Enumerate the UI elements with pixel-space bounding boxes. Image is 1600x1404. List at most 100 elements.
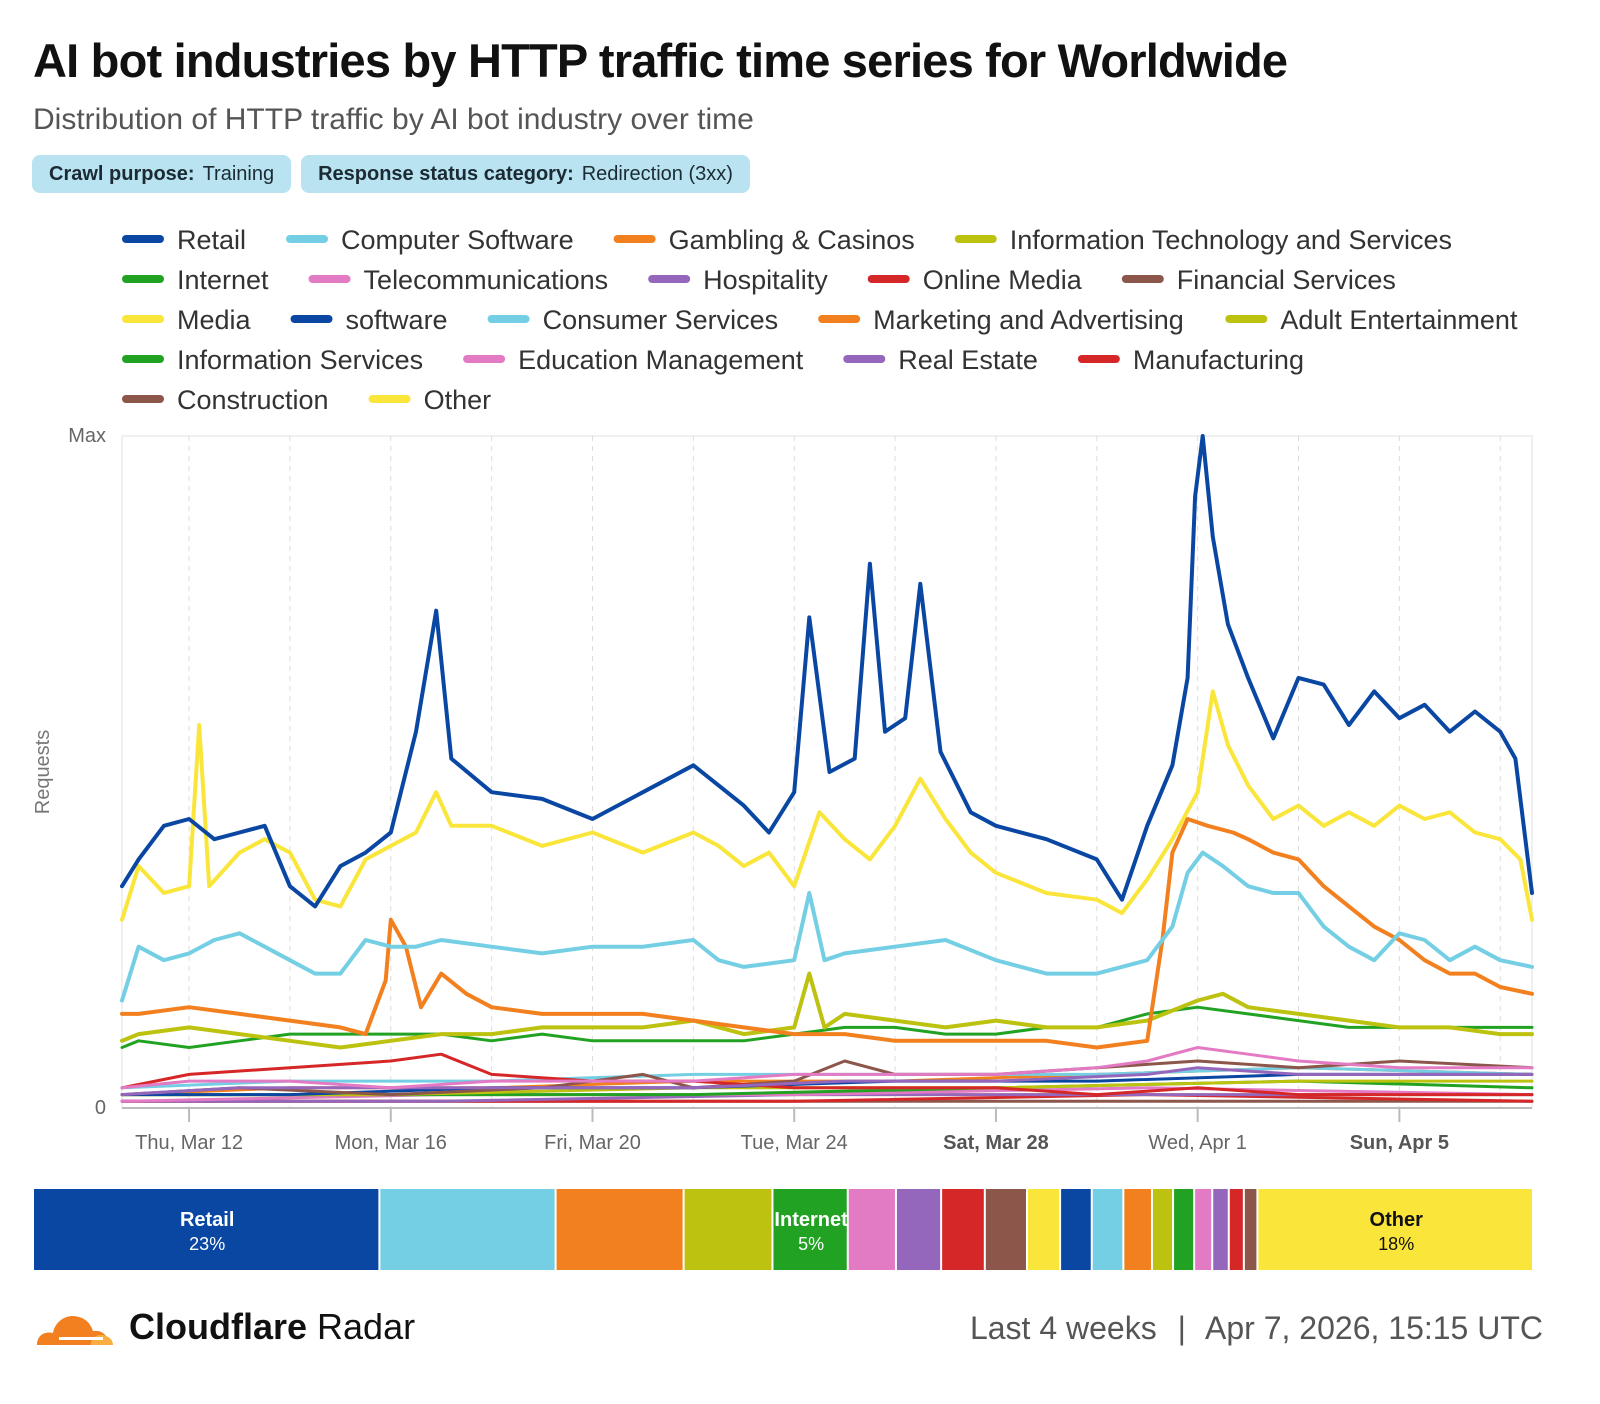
share-segment-software[interactable] (1061, 1189, 1091, 1270)
legend-label: Adult Entertainment (1280, 305, 1518, 335)
footer: Cloudflare Radar Last 4 weeks | Apr 7, 2… (0, 1300, 1600, 1360)
x-axis: Thu, Mar 12 Mon, Mar 16 Fri, Mar 20 Tue, Ma… (122, 1107, 1532, 1154)
grid (188, 436, 1501, 1108)
y-axis-label: Requests (32, 730, 54, 815)
brand-name-bold: Cloudflare (129, 1306, 308, 1347)
share-segment-telecommunications[interactable] (848, 1189, 895, 1270)
legend-label: Computer Software (341, 225, 574, 255)
share-segment-media[interactable] (1027, 1189, 1060, 1270)
share-segment-pct: 23% (189, 1234, 225, 1254)
brand: Cloudflare Radar (33, 1306, 415, 1348)
share-segment-hospitality[interactable] (896, 1189, 941, 1270)
share-segment-education-management[interactable] (1195, 1189, 1212, 1270)
y-tick-label-zero: 0 (95, 1097, 106, 1119)
y-tick-label-max: Max (68, 425, 106, 447)
series-line-telecommunications (120, 1046, 1534, 1090)
share-segment-computer-software[interactable] (380, 1189, 555, 1270)
legend-item-construction[interactable]: Construction (122, 385, 329, 415)
share-segment-rect (1213, 1189, 1228, 1270)
period-separator: | (1177, 1310, 1186, 1346)
legend-item-media[interactable]: Media (122, 305, 252, 335)
share-segment-rect (985, 1189, 1026, 1270)
legend-item-online-media[interactable]: Online Media (867, 265, 1083, 295)
share-segment-rect (1258, 1189, 1532, 1270)
filter-value: Redirection (3xx) (581, 162, 733, 185)
share-segment-rect (1174, 1189, 1194, 1270)
share-segment-name: Retail (180, 1209, 234, 1231)
plot-area: Thu, Mar 12 Mon, Mar 16 Fri, Mar 20 Tue, Ma… (32, 425, 1534, 1154)
legend-item-internet[interactable]: Internet (122, 265, 269, 295)
share-segment-gambling-and-casinos[interactable] (556, 1189, 683, 1270)
share-segment-marketing-and-advertising[interactable] (1124, 1189, 1151, 1270)
filter-chips: Crawl purpose: Training Response status … (32, 155, 750, 193)
cloudflare-logo-icon (37, 1315, 113, 1345)
legend-label: Other (424, 385, 492, 415)
series-line-computer-software (120, 850, 1534, 1003)
share-segment-internet[interactable]: Internet 5% (773, 1189, 848, 1270)
legend-label: Marketing and Advertising (873, 305, 1184, 335)
share-segment-construction[interactable] (1244, 1189, 1257, 1270)
share-segment-retail[interactable]: Retail 23% (34, 1189, 379, 1270)
x-tick-label: Tue, Mar 24 (741, 1132, 848, 1154)
legend-label: software (346, 305, 448, 335)
filter-key: Crawl purpose: (49, 162, 195, 185)
filter-chip-crawl-purpose[interactable]: Crawl purpose: Training (32, 155, 292, 193)
legend-item-information-services[interactable]: Information Services (122, 345, 423, 375)
share-segment-other[interactable]: Other 18% (1258, 1189, 1532, 1270)
legend-item-financial-services[interactable]: Financial Services (1121, 265, 1396, 295)
share-segment-rect (1195, 1189, 1212, 1270)
share-segment-rect (1229, 1189, 1243, 1270)
plot-frame (121, 435, 1533, 1109)
legend-label: Information Services (177, 345, 423, 375)
share-segment-information-services[interactable] (1174, 1189, 1194, 1270)
legend-item-telecommunications[interactable]: Telecommunications (308, 265, 609, 295)
series-line-internet (120, 1005, 1534, 1049)
share-segment-adult-entertainment[interactable] (1152, 1189, 1173, 1270)
share-segment-rect (773, 1189, 847, 1270)
x-tick-label: Sat, Mar 28 (943, 1132, 1049, 1154)
legend-item-information-technology-and-services[interactable]: Information Technology and Services (954, 225, 1452, 255)
chart: Retail Computer Software Gambling & Casino… (32, 225, 1534, 1270)
share-segment-information-technology-and-services[interactable] (684, 1189, 772, 1270)
x-tick-label: Fri, Mar 20 (544, 1132, 641, 1154)
legend-item-marketing-and-advertising[interactable]: Marketing and Advertising (818, 305, 1184, 335)
legend-label: Manufacturing (1133, 345, 1304, 375)
legend-item-education-management[interactable]: Education Management (463, 345, 804, 375)
legend-item-other[interactable]: Other (368, 385, 492, 415)
brand-name-rest: Radar (317, 1306, 416, 1347)
x-tick-label: Sun, Apr 5 (1350, 1132, 1449, 1154)
series-line-gambling-and-casinos (120, 817, 1534, 1050)
share-segment-consumer-services[interactable] (1092, 1189, 1123, 1270)
legend-item-software[interactable]: software (290, 305, 448, 335)
legend-item-computer-software[interactable]: Computer Software (286, 225, 574, 255)
share-segment-manufacturing[interactable] (1229, 1189, 1243, 1270)
filter-key: Response status category: (318, 162, 574, 185)
chart-title: AI bot industries by HTTP traffic time s… (33, 34, 1288, 87)
share-segment-rect (34, 1189, 379, 1270)
legend-item-hospitality[interactable]: Hospitality (648, 265, 828, 295)
share-segment-rect (1244, 1189, 1257, 1270)
legend-item-adult-entertainment[interactable]: Adult Entertainment (1225, 305, 1518, 335)
legend-label: Hospitality (703, 265, 828, 295)
legend-item-manufacturing[interactable]: Manufacturing (1077, 345, 1304, 375)
legend-label: Telecommunications (364, 265, 609, 295)
series-line-media (120, 689, 1534, 922)
share-segment-real-estate[interactable] (1213, 1189, 1228, 1270)
legend-label: Media (177, 305, 252, 335)
share-segment-rect (684, 1189, 772, 1270)
chart-subtitle: Distribution of HTTP traffic by AI bot i… (33, 103, 754, 136)
filter-chip-response-status[interactable]: Response status category: Redirection (3… (301, 155, 750, 193)
share-segment-financial-services[interactable] (985, 1189, 1026, 1270)
share-segment-rect (942, 1189, 984, 1270)
share-segment-rect (1124, 1189, 1151, 1270)
legend-item-real-estate[interactable]: Real Estate (843, 345, 1038, 375)
x-tick-label: Thu, Mar 12 (135, 1132, 243, 1154)
legend-label: Retail (177, 225, 246, 255)
share-segment-name: Other (1370, 1209, 1424, 1231)
legend-item-consumer-services[interactable]: Consumer Services (487, 305, 779, 335)
legend-label: Financial Services (1177, 265, 1396, 295)
legend-item-retail[interactable]: Retail (122, 225, 246, 255)
share-segment-name: Internet (774, 1209, 848, 1231)
legend-item-gambling-and-casinos[interactable]: Gambling & Casinos (613, 225, 915, 255)
share-segment-online-media[interactable] (942, 1189, 984, 1270)
